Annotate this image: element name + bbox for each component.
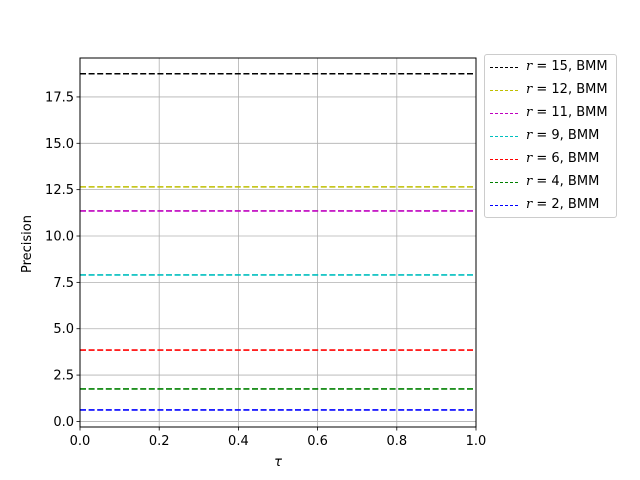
legend-label: r = 9, BMM: [526, 128, 600, 143]
y-tick-label: 17.5: [45, 90, 74, 105]
y-axis-ticks: 0.0 2.5 5.0 7.5 10.0 12.5 15.0 17.5: [45, 90, 80, 430]
y-tick-label: 15.0: [45, 137, 74, 152]
legend-swatch: [490, 136, 518, 137]
legend-swatch: [490, 182, 518, 183]
y-tick-label: 0.0: [53, 415, 74, 430]
legend-swatch: [490, 90, 518, 91]
y-tick-label: 2.5: [53, 369, 74, 384]
x-axis-label: τ: [274, 455, 282, 470]
legend: r = 15, BMM r = 12, BMM r = 11, BMM r = 9, …: [484, 54, 617, 218]
x-tick-label: 0.8: [386, 434, 407, 449]
legend-swatch: [490, 205, 518, 206]
y-tick-label: 5.0: [53, 322, 74, 337]
y-tick-label: 10.0: [45, 230, 74, 245]
legend-label: r = 2, BMM: [526, 197, 600, 212]
legend-item-r-12: r = 12, BMM: [485, 80, 616, 100]
x-tick-label: 0.4: [228, 434, 249, 449]
x-axis-ticks: 0.0 0.2 0.4 0.6 0.8 1.0: [70, 427, 487, 449]
legend-label: r = 11, BMM: [526, 105, 608, 120]
legend-item-r-15: r = 15, BMM: [485, 57, 616, 77]
legend-item-r-6: r = 6, BMM: [485, 149, 616, 169]
x-tick-label: 0.2: [149, 434, 170, 449]
legend-swatch: [490, 113, 518, 114]
legend-swatch: [490, 67, 518, 68]
series-lines: [80, 72, 476, 411]
plot-area: [80, 58, 476, 427]
y-axis-label: Precision: [20, 215, 35, 273]
legend-swatch: [490, 159, 518, 160]
x-tick-label: 0.6: [307, 434, 328, 449]
x-tick-label: 0.0: [70, 434, 91, 449]
x-tick-label: 1.0: [466, 434, 487, 449]
legend-item-r-4: r = 4, BMM: [485, 172, 616, 192]
plot-frame: [79, 57, 477, 428]
legend-item-r-2: r = 2, BMM: [485, 195, 616, 215]
y-tick-label: 7.5: [53, 276, 74, 291]
legend-label: r = 15, BMM: [526, 59, 608, 74]
legend-item-r-11: r = 11, BMM: [485, 103, 616, 123]
legend-label: r = 6, BMM: [526, 151, 600, 166]
legend-item-r-9: r = 9, BMM: [485, 126, 616, 146]
legend-label: r = 4, BMM: [526, 174, 600, 189]
legend-label: r = 12, BMM: [526, 82, 608, 97]
y-tick-label: 12.5: [45, 183, 74, 198]
